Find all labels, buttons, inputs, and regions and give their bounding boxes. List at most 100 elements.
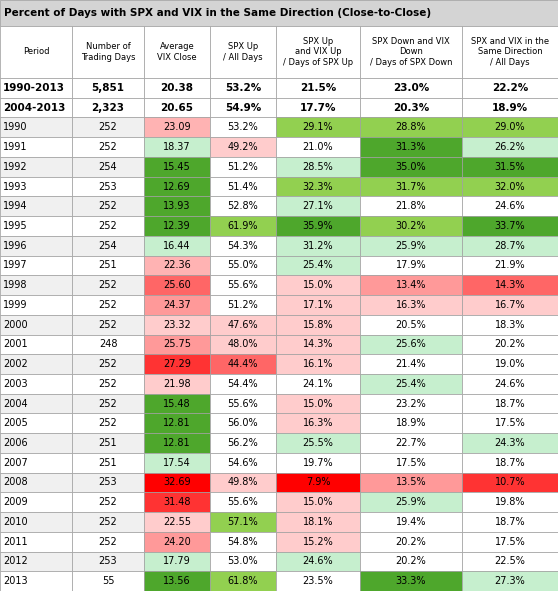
Text: 251: 251 — [99, 261, 117, 271]
Bar — [0, 137, 72, 157]
Text: 20.38: 20.38 — [161, 83, 194, 93]
Bar — [210, 512, 276, 532]
Text: Percent of Days with SPX and VIX in the Same Direction (Close-to-Close): Percent of Days with SPX and VIX in the … — [4, 8, 431, 18]
Bar — [276, 216, 360, 236]
Bar — [276, 512, 360, 532]
Bar — [462, 335, 558, 354]
Text: 23.09: 23.09 — [163, 122, 191, 132]
Text: 28.7%: 28.7% — [494, 241, 526, 251]
Bar — [360, 571, 462, 591]
Text: 1994: 1994 — [3, 202, 27, 211]
Bar — [144, 414, 210, 433]
Text: 252: 252 — [99, 418, 117, 428]
Bar — [360, 137, 462, 157]
Bar — [210, 315, 276, 335]
Bar — [360, 473, 462, 492]
Bar — [0, 196, 72, 216]
Text: 2006: 2006 — [3, 438, 28, 448]
Bar — [0, 78, 72, 98]
Text: 18.1%: 18.1% — [303, 517, 333, 527]
Text: 53.0%: 53.0% — [228, 556, 258, 566]
Text: 10.7%: 10.7% — [495, 478, 525, 488]
Text: 61.9%: 61.9% — [228, 221, 258, 231]
Text: 2,323: 2,323 — [92, 103, 124, 113]
Bar — [72, 335, 144, 354]
Text: 13.4%: 13.4% — [396, 280, 426, 290]
Bar — [210, 275, 276, 295]
Text: 31.48: 31.48 — [163, 497, 191, 507]
Bar — [276, 26, 360, 78]
Bar — [144, 551, 210, 571]
Bar — [360, 394, 462, 414]
Text: 252: 252 — [99, 379, 117, 389]
Text: 1999: 1999 — [3, 300, 27, 310]
Bar — [72, 315, 144, 335]
Bar — [0, 532, 72, 551]
Text: 54.9%: 54.9% — [225, 103, 261, 113]
Bar — [72, 216, 144, 236]
Text: 29.1%: 29.1% — [302, 122, 333, 132]
Bar — [462, 532, 558, 551]
Bar — [462, 177, 558, 196]
Bar — [210, 492, 276, 512]
Text: 18.37: 18.37 — [163, 142, 191, 152]
Text: 23.2%: 23.2% — [396, 398, 426, 408]
Bar — [210, 98, 276, 118]
Bar — [0, 216, 72, 236]
Bar — [72, 551, 144, 571]
Text: 31.5%: 31.5% — [495, 162, 525, 172]
Bar — [0, 571, 72, 591]
Text: 33.7%: 33.7% — [495, 221, 525, 231]
Bar — [210, 453, 276, 473]
Text: 16.44: 16.44 — [163, 241, 191, 251]
Bar — [462, 453, 558, 473]
Bar — [210, 335, 276, 354]
Bar — [0, 98, 72, 118]
Bar — [462, 571, 558, 591]
Bar — [360, 492, 462, 512]
Text: 24.20: 24.20 — [163, 537, 191, 547]
Bar — [72, 394, 144, 414]
Text: 18.7%: 18.7% — [495, 398, 525, 408]
Bar — [72, 532, 144, 551]
Bar — [462, 315, 558, 335]
Text: 2004-2013: 2004-2013 — [3, 103, 65, 113]
Text: 20.2%: 20.2% — [396, 556, 426, 566]
Text: 23.5%: 23.5% — [302, 576, 333, 586]
Text: 2013: 2013 — [3, 576, 28, 586]
Text: 17.5%: 17.5% — [494, 418, 526, 428]
Bar — [144, 98, 210, 118]
Bar — [276, 196, 360, 216]
Bar — [72, 473, 144, 492]
Text: 20.3%: 20.3% — [393, 103, 429, 113]
Bar — [210, 196, 276, 216]
Bar — [144, 196, 210, 216]
Bar — [144, 492, 210, 512]
Bar — [144, 512, 210, 532]
Text: 25.9%: 25.9% — [396, 497, 426, 507]
Text: 56.2%: 56.2% — [228, 438, 258, 448]
Text: Average
VIX Close: Average VIX Close — [157, 43, 197, 61]
Bar — [144, 216, 210, 236]
Bar — [72, 275, 144, 295]
Text: 20.5%: 20.5% — [396, 320, 426, 330]
Bar — [276, 236, 360, 255]
Text: 25.6%: 25.6% — [396, 339, 426, 349]
Text: 2001: 2001 — [3, 339, 28, 349]
Bar — [72, 453, 144, 473]
Text: 252: 252 — [99, 142, 117, 152]
Bar — [360, 335, 462, 354]
Bar — [72, 433, 144, 453]
Bar — [144, 78, 210, 98]
Bar — [144, 571, 210, 591]
Text: 28.8%: 28.8% — [396, 122, 426, 132]
Text: 251: 251 — [99, 458, 117, 467]
Text: 54.4%: 54.4% — [228, 379, 258, 389]
Text: 55: 55 — [102, 576, 114, 586]
Bar — [72, 78, 144, 98]
Bar — [72, 177, 144, 196]
Text: 25.9%: 25.9% — [396, 241, 426, 251]
Bar — [462, 551, 558, 571]
Bar — [276, 118, 360, 137]
Bar — [0, 473, 72, 492]
